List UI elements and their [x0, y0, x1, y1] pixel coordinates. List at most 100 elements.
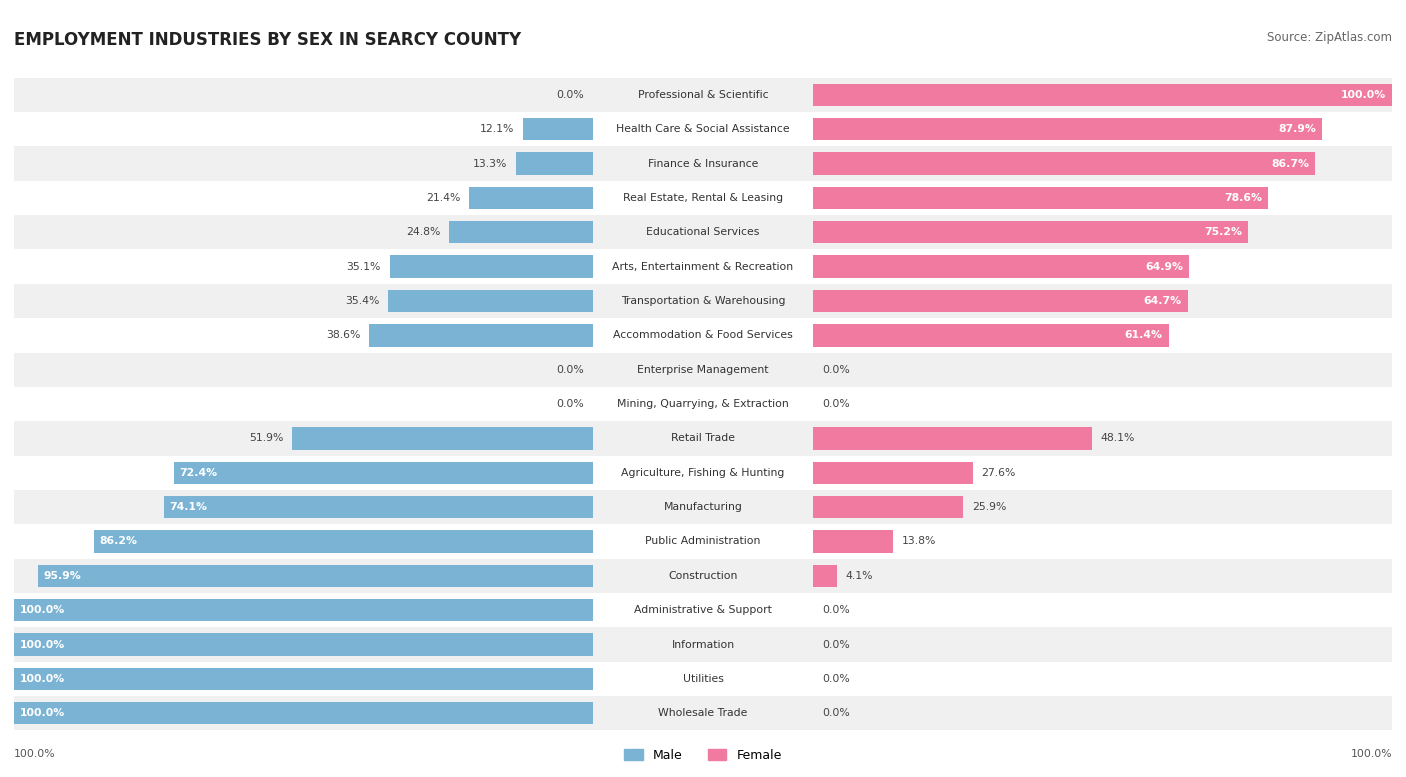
Text: 21.4%: 21.4%: [426, 193, 460, 203]
Text: 0.0%: 0.0%: [823, 639, 849, 650]
Bar: [14, 702, 593, 724]
Bar: [813, 118, 1322, 141]
Bar: [593, 249, 813, 284]
Bar: [14, 181, 593, 215]
Bar: [593, 181, 813, 215]
Bar: [14, 284, 593, 318]
Bar: [813, 290, 1188, 312]
Text: Administrative & Support: Administrative & Support: [634, 605, 772, 615]
Text: 25.9%: 25.9%: [972, 502, 1007, 512]
Bar: [813, 181, 1392, 215]
Text: 72.4%: 72.4%: [180, 468, 218, 478]
Text: 61.4%: 61.4%: [1125, 330, 1163, 340]
Bar: [14, 455, 593, 490]
Text: Wholesale Trade: Wholesale Trade: [658, 708, 748, 718]
Text: 100.0%: 100.0%: [20, 605, 65, 615]
Bar: [813, 696, 1392, 730]
Text: 0.0%: 0.0%: [823, 364, 849, 375]
Bar: [14, 78, 593, 112]
Text: 48.1%: 48.1%: [1101, 434, 1135, 444]
Text: 27.6%: 27.6%: [981, 468, 1017, 478]
Text: 100.0%: 100.0%: [1350, 749, 1392, 758]
Text: 0.0%: 0.0%: [823, 399, 849, 409]
Text: 0.0%: 0.0%: [823, 708, 849, 718]
Bar: [14, 421, 593, 455]
Bar: [813, 559, 1392, 593]
Bar: [813, 421, 1392, 455]
Text: 35.4%: 35.4%: [344, 296, 380, 306]
Bar: [523, 118, 593, 141]
Text: 100.0%: 100.0%: [20, 674, 65, 684]
Text: Finance & Insurance: Finance & Insurance: [648, 159, 758, 169]
Bar: [516, 152, 593, 175]
Text: 87.9%: 87.9%: [1278, 124, 1316, 134]
Text: Construction: Construction: [668, 571, 738, 580]
Text: 100.0%: 100.0%: [20, 708, 65, 718]
Text: Mining, Quarrying, & Extraction: Mining, Quarrying, & Extraction: [617, 399, 789, 409]
Bar: [593, 353, 813, 387]
Bar: [14, 593, 593, 627]
Text: Educational Services: Educational Services: [647, 228, 759, 237]
Bar: [813, 490, 1392, 524]
Bar: [14, 146, 593, 181]
Text: Accommodation & Food Services: Accommodation & Food Services: [613, 330, 793, 340]
Bar: [174, 462, 593, 484]
Legend: Male, Female: Male, Female: [619, 744, 787, 767]
Text: 75.2%: 75.2%: [1205, 228, 1243, 237]
Text: 51.9%: 51.9%: [249, 434, 284, 444]
Text: 0.0%: 0.0%: [557, 364, 583, 375]
Bar: [813, 593, 1392, 627]
Bar: [813, 462, 973, 484]
Bar: [14, 524, 593, 559]
Bar: [388, 290, 593, 312]
Text: 86.7%: 86.7%: [1271, 159, 1309, 169]
Bar: [593, 455, 813, 490]
Bar: [14, 249, 593, 284]
Text: EMPLOYMENT INDUSTRIES BY SEX IN SEARCY COUNTY: EMPLOYMENT INDUSTRIES BY SEX IN SEARCY C…: [14, 31, 522, 49]
Bar: [813, 146, 1392, 181]
Bar: [593, 78, 813, 112]
Bar: [813, 387, 1392, 421]
Bar: [14, 318, 593, 353]
Text: 0.0%: 0.0%: [823, 605, 849, 615]
Bar: [813, 353, 1392, 387]
Bar: [38, 565, 593, 587]
Text: Professional & Scientific: Professional & Scientific: [638, 90, 768, 100]
Bar: [450, 221, 593, 243]
Bar: [593, 112, 813, 146]
Bar: [813, 627, 1392, 662]
Text: 100.0%: 100.0%: [20, 639, 65, 650]
Text: 24.8%: 24.8%: [406, 228, 440, 237]
Bar: [813, 496, 963, 518]
Bar: [14, 559, 593, 593]
Bar: [813, 256, 1189, 278]
Text: 100.0%: 100.0%: [14, 749, 56, 758]
Bar: [14, 627, 593, 662]
Text: 0.0%: 0.0%: [557, 399, 583, 409]
Bar: [389, 256, 593, 278]
Bar: [813, 284, 1392, 318]
Bar: [813, 215, 1392, 249]
Text: Enterprise Management: Enterprise Management: [637, 364, 769, 375]
Bar: [813, 427, 1091, 450]
Bar: [593, 559, 813, 593]
Bar: [813, 152, 1315, 175]
Bar: [14, 696, 593, 730]
Text: Utilities: Utilities: [682, 674, 724, 684]
Bar: [593, 387, 813, 421]
Bar: [813, 662, 1392, 696]
Bar: [813, 78, 1392, 112]
Bar: [813, 112, 1392, 146]
Bar: [813, 186, 1268, 209]
Bar: [813, 249, 1392, 284]
Text: 0.0%: 0.0%: [557, 90, 583, 100]
Bar: [292, 427, 593, 450]
Bar: [94, 530, 593, 552]
Bar: [593, 696, 813, 730]
Text: Agriculture, Fishing & Hunting: Agriculture, Fishing & Hunting: [621, 468, 785, 478]
Bar: [14, 662, 593, 696]
Text: 100.0%: 100.0%: [1341, 90, 1386, 100]
Bar: [593, 284, 813, 318]
Bar: [14, 599, 593, 622]
Text: 64.7%: 64.7%: [1143, 296, 1182, 306]
